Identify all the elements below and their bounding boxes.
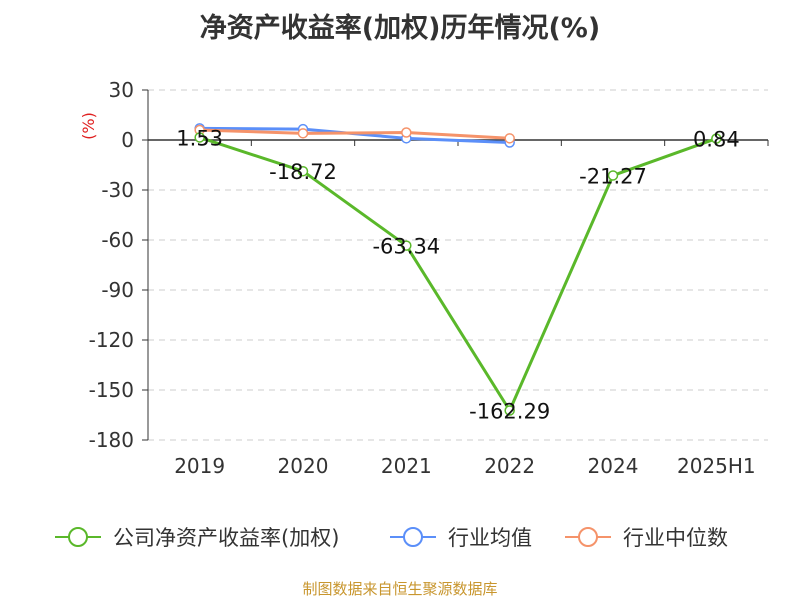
y-tick-label: -150 — [89, 378, 134, 402]
data-point — [401, 240, 412, 251]
data-label: 0.84 — [693, 128, 740, 152]
data-point — [297, 165, 309, 177]
legend-marker — [68, 527, 88, 547]
y-tick-label: 30 — [109, 78, 134, 102]
legend-label: 行业均值 — [448, 526, 532, 550]
y-tick-label: -60 — [101, 228, 134, 252]
y-tick-label: -90 — [101, 278, 134, 302]
series-line-2 — [199, 128, 510, 140]
data-label: -21.27 — [579, 164, 647, 188]
data-point — [194, 132, 205, 143]
x-tick-label: 2022 — [484, 454, 535, 478]
legend-label: 公司净资产收益率(加权) — [113, 526, 339, 550]
y-tick-label: -30 — [101, 178, 134, 202]
data-label: -18.72 — [269, 160, 337, 184]
chart-title: 净资产收益率(加权)历年情况(%) — [199, 13, 601, 44]
data-labels: 1.53 -18.72 -63.34 -162.29 -21.27 0.84 — [176, 126, 739, 423]
data-point — [297, 128, 309, 139]
legend: 公司净资产收益率(加权) 行业均值 行业中位数 — [55, 526, 728, 550]
x-tick-label: 2024 — [588, 454, 639, 478]
legend-marker — [578, 527, 598, 547]
grid-lines — [148, 89, 768, 441]
x-tick-label: 2021 — [381, 454, 432, 478]
data-point — [607, 170, 619, 181]
x-tick-label: 2020 — [278, 454, 329, 478]
x-tick-label: 2025H1 — [677, 454, 756, 478]
legend-marker — [403, 527, 423, 547]
y-unit-label: (%) — [79, 112, 98, 140]
data-label: -63.34 — [372, 235, 440, 259]
legend-label: 行业中位数 — [623, 526, 728, 550]
y-tick-label: -180 — [89, 428, 134, 452]
data-point — [504, 133, 515, 144]
series-line-0 — [199, 136, 717, 412]
data-point — [711, 133, 722, 144]
y-tick-label: -120 — [89, 328, 134, 352]
data-label: -162.29 — [469, 399, 550, 423]
source-note: 制图数据来自恒生聚源数据库 — [302, 580, 498, 598]
data-label: 1.53 — [176, 126, 223, 150]
y-tick-label: 0 — [121, 128, 134, 152]
data-point — [401, 127, 412, 138]
data-point — [504, 405, 515, 416]
series-lines — [194, 123, 722, 416]
axes: 30 0 -30 -60 -90 -120 -150 -180 2019 2020 2021 2022… — [79, 78, 769, 478]
x-tick-label: 2019 — [174, 454, 225, 478]
